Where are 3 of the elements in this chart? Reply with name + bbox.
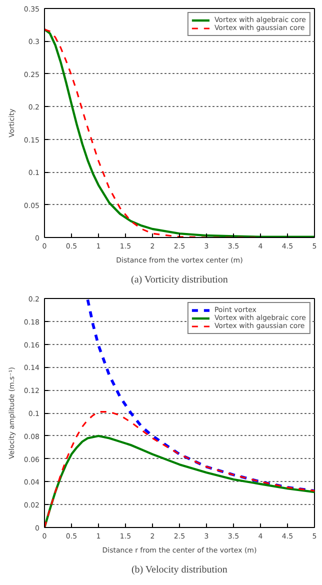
- line-series: [86, 298, 314, 492]
- text: (a) Vorticity distribution: [130, 274, 228, 286]
- text: (b) Velocity distribution: [131, 564, 228, 576]
